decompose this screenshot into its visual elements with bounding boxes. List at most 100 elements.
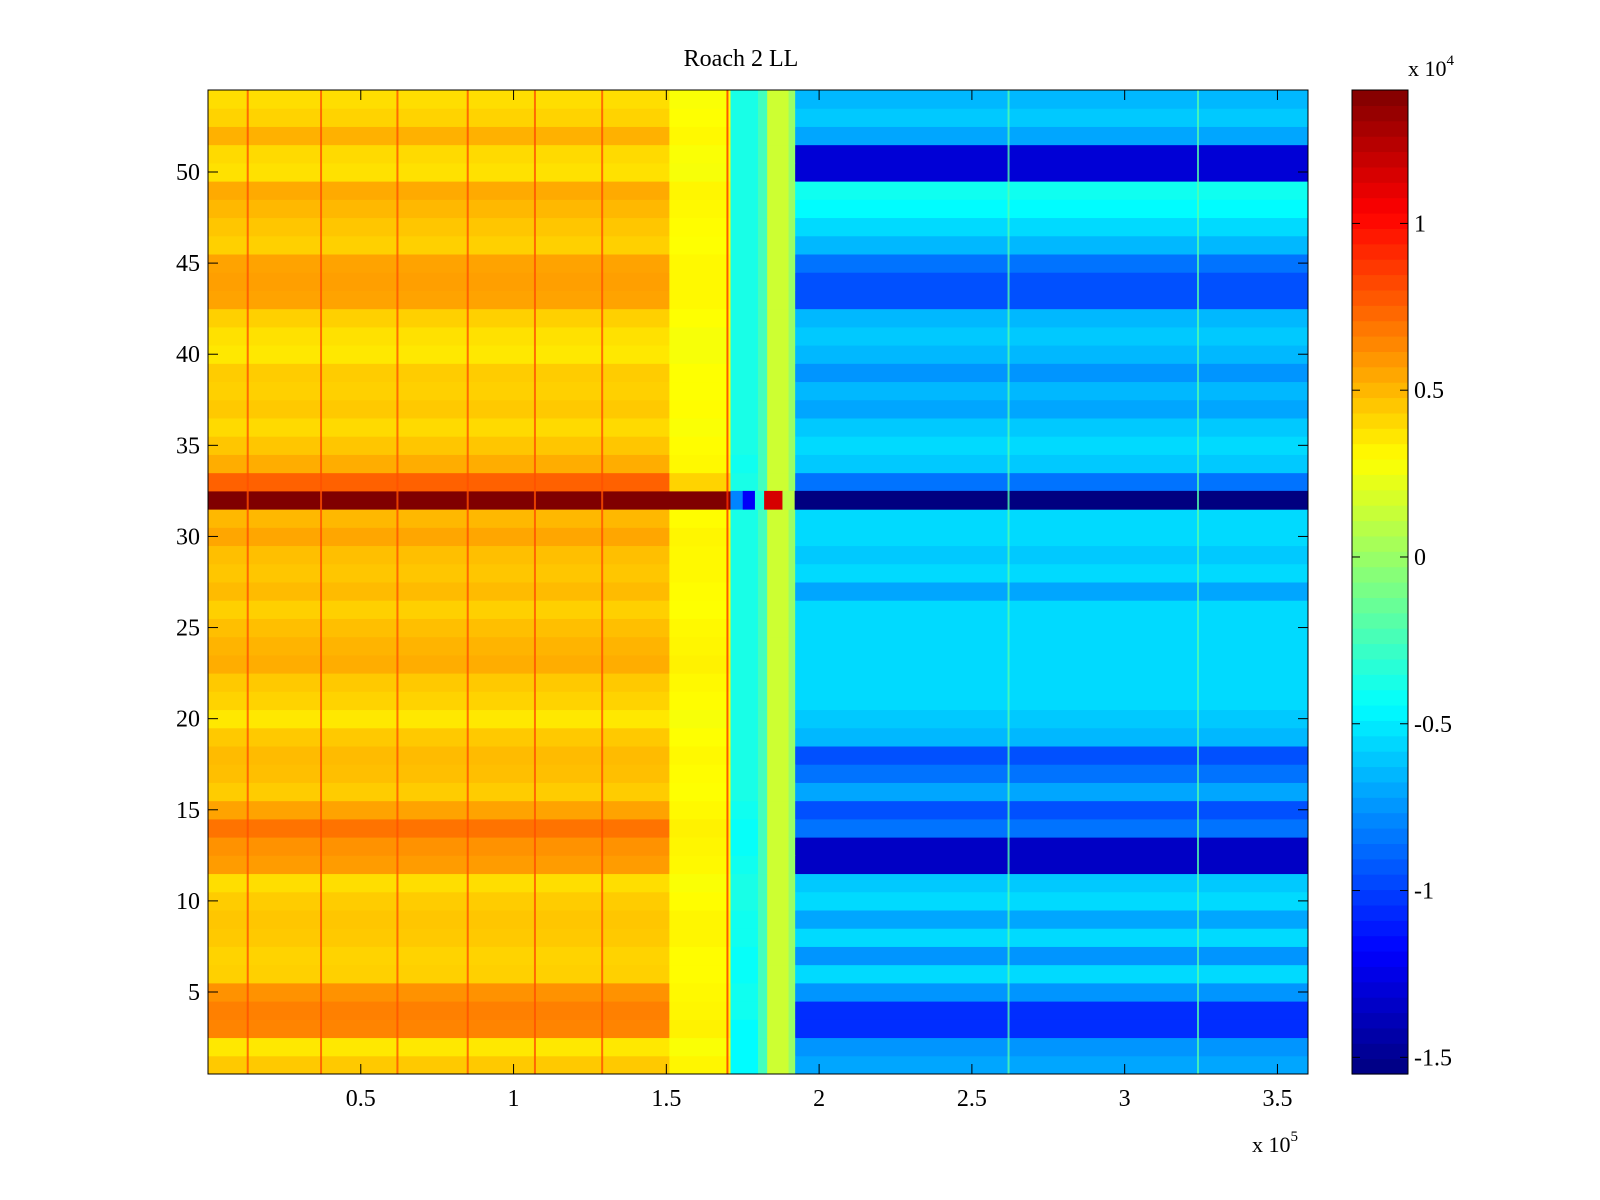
heatmap-cell	[758, 527, 768, 547]
heatmap-cell	[730, 108, 759, 127]
heatmap-cell	[794, 399, 1309, 419]
heatmap-cell	[794, 326, 1309, 346]
colorbar-swatch	[1352, 535, 1408, 552]
heatmap-cell	[767, 345, 790, 364]
colorbar-swatch	[1352, 505, 1408, 522]
heatmap-cell	[208, 308, 670, 328]
heatmap-cell	[730, 545, 759, 565]
heatmap-cell	[730, 254, 759, 273]
colorbar-swatch	[1352, 797, 1408, 814]
heatmap-cell	[669, 235, 731, 255]
heatmap-cell	[788, 873, 796, 893]
heatmap-cell	[794, 454, 1309, 474]
heatmap-cell	[669, 527, 731, 547]
heatmap-cell	[794, 181, 1309, 200]
heatmap-cell	[669, 946, 731, 966]
heatmap-cell	[788, 527, 796, 547]
heatmap-cell	[767, 764, 790, 783]
heatmap-cell	[794, 527, 1309, 547]
colorbar-swatch	[1352, 1043, 1408, 1060]
heatmap-cell	[794, 563, 1309, 583]
heatmap-cell	[208, 946, 670, 966]
heatmap-cell	[730, 855, 759, 875]
heatmap-cell	[767, 108, 790, 127]
colorbar-swatch	[1352, 336, 1408, 352]
colorbar-swatch	[1352, 120, 1408, 137]
heatmap-cell	[669, 818, 731, 838]
heatmap-cell	[767, 837, 790, 856]
heatmap-cell	[208, 563, 670, 583]
x-tick-label: 3.5	[1262, 1086, 1292, 1112]
heatmap-cell	[788, 509, 796, 528]
heatmap-cell	[794, 782, 1309, 802]
heatmap-cell	[794, 235, 1309, 255]
heatmap-cell	[767, 1001, 790, 1020]
heatmap-cell	[758, 162, 768, 182]
heatmap-cell	[208, 144, 670, 164]
heatmap-cell	[794, 90, 1309, 109]
colorbar-swatch	[1352, 105, 1408, 122]
heatmap-cell	[669, 582, 731, 601]
heatmap-cell	[669, 800, 731, 820]
heatmap-cell	[767, 673, 790, 692]
heatmap-cell	[794, 910, 1309, 929]
heatmap-cell	[794, 144, 1309, 164]
heatmap-cell	[794, 436, 1309, 455]
heatmap-cell	[788, 254, 796, 273]
colorbar-swatch	[1352, 935, 1408, 952]
x-tick-label: 0.5	[346, 1086, 376, 1112]
heatmap-cell	[758, 618, 768, 638]
heatmap-cell	[669, 345, 731, 364]
heatmap-cell	[730, 308, 759, 328]
heatmap-cell	[794, 982, 1309, 1002]
colorbar-swatch	[1352, 828, 1408, 844]
heatmap-cell	[767, 654, 790, 674]
heatmap-cell	[794, 381, 1309, 401]
heatmap-cell	[669, 181, 731, 200]
y-tick-label: 25	[176, 616, 200, 642]
heatmap-cell	[208, 418, 670, 437]
plot-frame	[207, 89, 1309, 1075]
heatmap-cell	[794, 964, 1309, 984]
colorbar-swatch	[1352, 874, 1408, 891]
heatmap-cell	[788, 600, 796, 619]
heatmap-cell	[730, 818, 759, 838]
heatmap-cell	[208, 618, 670, 638]
heatmap-cell	[788, 436, 796, 455]
heatmap-cell	[767, 545, 790, 565]
heatmap-cell	[794, 818, 1309, 838]
heatmap-cell	[794, 600, 1309, 619]
heatmap-cell	[730, 272, 759, 291]
heatmap-cell	[788, 1055, 796, 1075]
colorbar-swatch	[1352, 351, 1408, 368]
heatmap-cell	[758, 800, 768, 820]
heatmap-cell	[669, 654, 731, 674]
heatmap-cell	[788, 673, 796, 692]
heatmap-cell	[669, 891, 731, 911]
colorbar-swatch	[1352, 382, 1408, 399]
heatmap-cell	[730, 709, 759, 729]
colorbar-swatch	[1352, 628, 1408, 645]
heatmap-cell	[758, 636, 768, 656]
heatmap-cell	[669, 691, 731, 711]
heatmap-cell	[669, 636, 731, 656]
heatmap-cell	[730, 800, 759, 820]
heatmap-cell	[730, 381, 759, 401]
heatmap-cell	[767, 1055, 790, 1075]
heatmap-cell	[730, 199, 759, 219]
heatmap-cell	[730, 418, 759, 437]
heatmap-cell	[208, 509, 670, 528]
heatmap-cell	[794, 363, 1309, 383]
y-tick-label: 50	[176, 160, 200, 186]
colorbar-swatch	[1352, 489, 1408, 506]
heatmap-cell	[794, 673, 1309, 692]
colorbar-swatch	[1352, 920, 1408, 937]
y-tick-label: 30	[176, 524, 200, 550]
heatmap-cell	[758, 1037, 768, 1057]
heatmap-cell	[794, 418, 1309, 437]
heatmap-cell	[669, 454, 731, 474]
heatmap-cell	[730, 910, 759, 929]
colorbar-swatch	[1352, 397, 1408, 414]
heatmap-cell	[788, 290, 796, 310]
colorbar-swatch	[1352, 720, 1408, 737]
